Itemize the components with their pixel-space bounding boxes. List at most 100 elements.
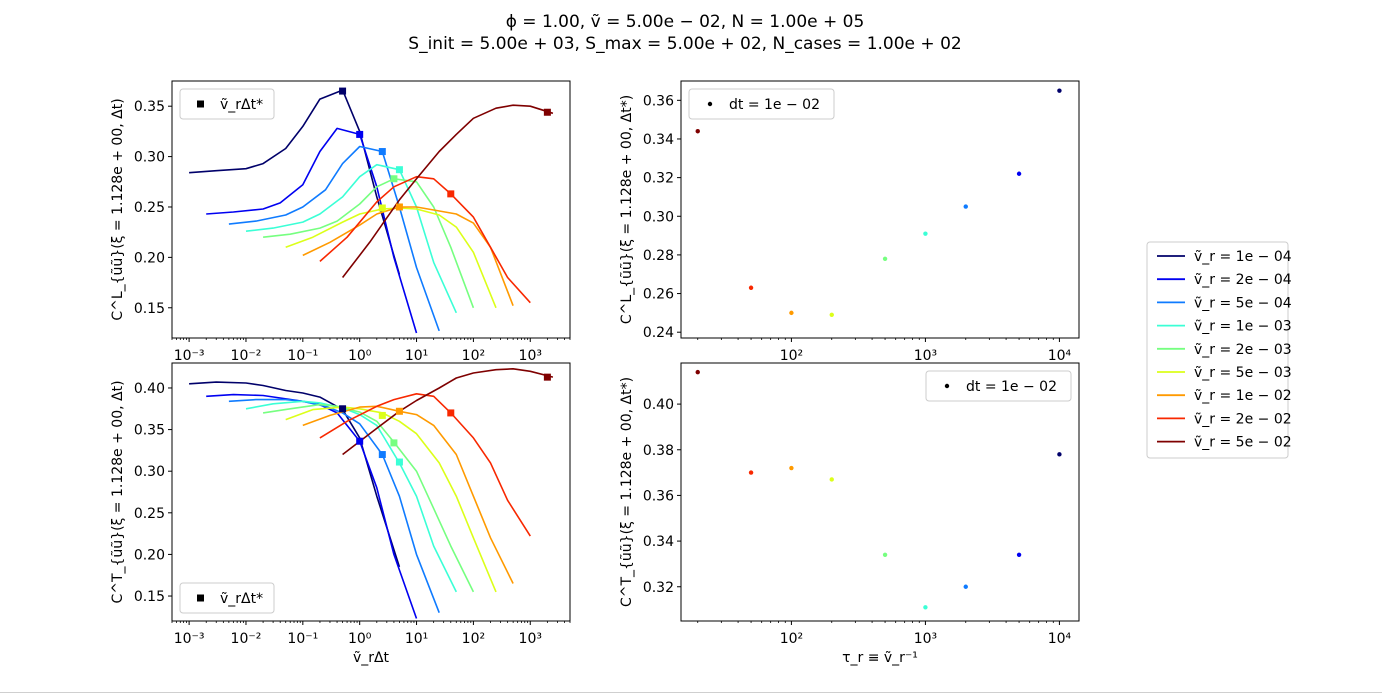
legend-square-marker bbox=[197, 594, 204, 602]
series-line bbox=[302, 405, 514, 584]
data-point bbox=[1016, 552, 1022, 557]
series-legend-frame bbox=[1146, 241, 1289, 459]
legend-entry: ṽ_r = 1e − 02 bbox=[1194, 388, 1292, 404]
inner-legend-frame bbox=[179, 88, 275, 120]
peak-marker bbox=[339, 87, 347, 95]
legend-entry: ṽ_r = 2e − 04 bbox=[1194, 272, 1292, 288]
data-point bbox=[829, 312, 834, 318]
y-tick-label: 0.36 bbox=[643, 93, 674, 109]
y-tick-label: 0.34 bbox=[643, 534, 674, 550]
y-tick-label: 0.30 bbox=[134, 464, 165, 480]
panel-top-right: 0.24 0.26 0.28 0.30 0.32 0.34 0.36 10² 10³ 10⁴ C^L… bbox=[619, 80, 1080, 364]
peak-marker bbox=[395, 166, 403, 174]
series-line bbox=[245, 163, 458, 314]
legend-dot-marker bbox=[707, 101, 713, 107]
y-tick-label: 0.35 bbox=[134, 99, 165, 115]
plot-area bbox=[189, 87, 554, 334]
inner-legend-frame bbox=[688, 88, 835, 120]
x-tick-label: 10⁻² bbox=[231, 348, 262, 364]
axes-frame bbox=[171, 80, 571, 339]
legend-entry: ṽ_r = 1e − 03 bbox=[1194, 319, 1292, 335]
y-tick-label: 0.25 bbox=[134, 506, 165, 522]
x-tick-label: 10² bbox=[462, 631, 485, 647]
y-tick-label: 0.20 bbox=[134, 250, 165, 266]
x-tick-label: 10¹ bbox=[405, 348, 428, 364]
legend-dot-marker bbox=[944, 383, 950, 389]
inner-legend-label: ṽ_rΔt* bbox=[220, 591, 263, 607]
x-tick-label: 10² bbox=[462, 348, 485, 364]
x-tick-label: 10⁴ bbox=[1048, 348, 1072, 364]
data-point bbox=[963, 584, 968, 589]
x-tick-label: 10⁻¹ bbox=[287, 348, 318, 364]
peak-marker bbox=[356, 437, 364, 445]
x-tick-label: 10⁻³ bbox=[174, 348, 205, 364]
series-line bbox=[285, 406, 497, 593]
x-tick-label: 10⁻³ bbox=[174, 631, 205, 647]
y-tick-label: 0.38 bbox=[643, 443, 674, 459]
y-tick-label: 0.35 bbox=[134, 423, 165, 439]
peak-marker bbox=[447, 409, 455, 417]
x-tick-label: 10⁻² bbox=[231, 631, 262, 647]
data-point bbox=[789, 310, 794, 316]
data-point bbox=[695, 369, 700, 375]
peak-marker bbox=[390, 175, 398, 183]
data-point bbox=[789, 465, 794, 471]
legend-entry: ṽ_r = 1e − 04 bbox=[1194, 249, 1292, 265]
x-tick-label: 10⁰ bbox=[348, 348, 372, 364]
plot-area bbox=[189, 367, 554, 619]
panel-top-left: 0.15 0.20 0.25 0.30 0.35 10⁻³ 10⁻² 10⁻¹ 10⁰ 10¹ 10… bbox=[110, 80, 571, 364]
inner-legend-label: dt = 1e − 02 bbox=[966, 379, 1057, 395]
y-tick-label: 0.15 bbox=[134, 589, 165, 605]
peak-marker bbox=[390, 439, 398, 447]
data-point bbox=[963, 204, 968, 209]
x-tick-label: 10¹ bbox=[405, 631, 428, 647]
peak-marker bbox=[395, 203, 403, 211]
peak-marker bbox=[356, 130, 364, 138]
y-tick-label: 0.25 bbox=[134, 200, 165, 216]
x-tick-label: 10³ bbox=[914, 348, 937, 364]
legend-square-marker bbox=[197, 100, 204, 108]
legend-entry: ṽ_r = 2e − 02 bbox=[1194, 411, 1292, 427]
series-line bbox=[263, 178, 475, 309]
y-tick-label: 0.36 bbox=[643, 488, 674, 504]
y-tick-label: 0.30 bbox=[643, 209, 674, 225]
y-tick-label: 0.34 bbox=[643, 132, 674, 148]
x-axis-label: ṽ_rΔt bbox=[353, 650, 390, 666]
plot-area bbox=[695, 369, 1062, 610]
figure-title-line1: ϕ = 1.00, ṽ = 5.00e − 02, N = 1.00e + 05 bbox=[506, 12, 865, 32]
peak-marker bbox=[378, 411, 386, 419]
series-line bbox=[342, 367, 554, 456]
peak-marker bbox=[378, 204, 386, 212]
panel-bottom-left: 0.15 0.20 0.25 0.30 0.35 0.40 10⁻³ 10⁻² 10⁻¹ 10⁰ 1… bbox=[110, 362, 571, 666]
series-line bbox=[302, 206, 514, 306]
series-line bbox=[228, 145, 440, 332]
legend-entry: ṽ_r = 5e − 04 bbox=[1194, 295, 1292, 311]
y-tick-label: 0.40 bbox=[643, 397, 674, 413]
axes-frame bbox=[680, 362, 1080, 622]
peak-marker bbox=[378, 451, 386, 459]
x-tick-label: 10² bbox=[780, 348, 803, 364]
x-tick-label: 10⁻¹ bbox=[287, 631, 318, 647]
data-point bbox=[748, 285, 754, 290]
y-tick-label: 0.20 bbox=[134, 547, 165, 563]
peak-marker bbox=[395, 458, 403, 466]
series-legend: ṽ_r = 1e − 04 ṽ_r = 2e − 04 ṽ_r = 5e − 04 ṽ… bbox=[1146, 241, 1292, 459]
y-tick-label: 0.32 bbox=[643, 171, 674, 187]
y-tick-label: 0.28 bbox=[643, 248, 674, 264]
peak-marker bbox=[339, 405, 347, 413]
plot-area bbox=[695, 88, 1062, 318]
peak-marker bbox=[395, 407, 403, 415]
legend-entry: ṽ_r = 5e − 02 bbox=[1194, 435, 1292, 451]
y-tick-label: 0.32 bbox=[643, 580, 674, 596]
data-point bbox=[882, 256, 888, 261]
data-point bbox=[923, 231, 928, 236]
y-tick-label: 0.30 bbox=[134, 150, 165, 166]
x-axis-label: τ_r ≡ ṽ_r⁻¹ bbox=[842, 650, 918, 666]
x-tick-label: 10³ bbox=[519, 631, 542, 647]
peak-marker bbox=[378, 148, 386, 156]
peak-marker bbox=[543, 373, 551, 381]
inner-legend-label: dt = 1e − 02 bbox=[729, 97, 820, 113]
data-point bbox=[695, 129, 700, 134]
data-point bbox=[748, 470, 754, 475]
